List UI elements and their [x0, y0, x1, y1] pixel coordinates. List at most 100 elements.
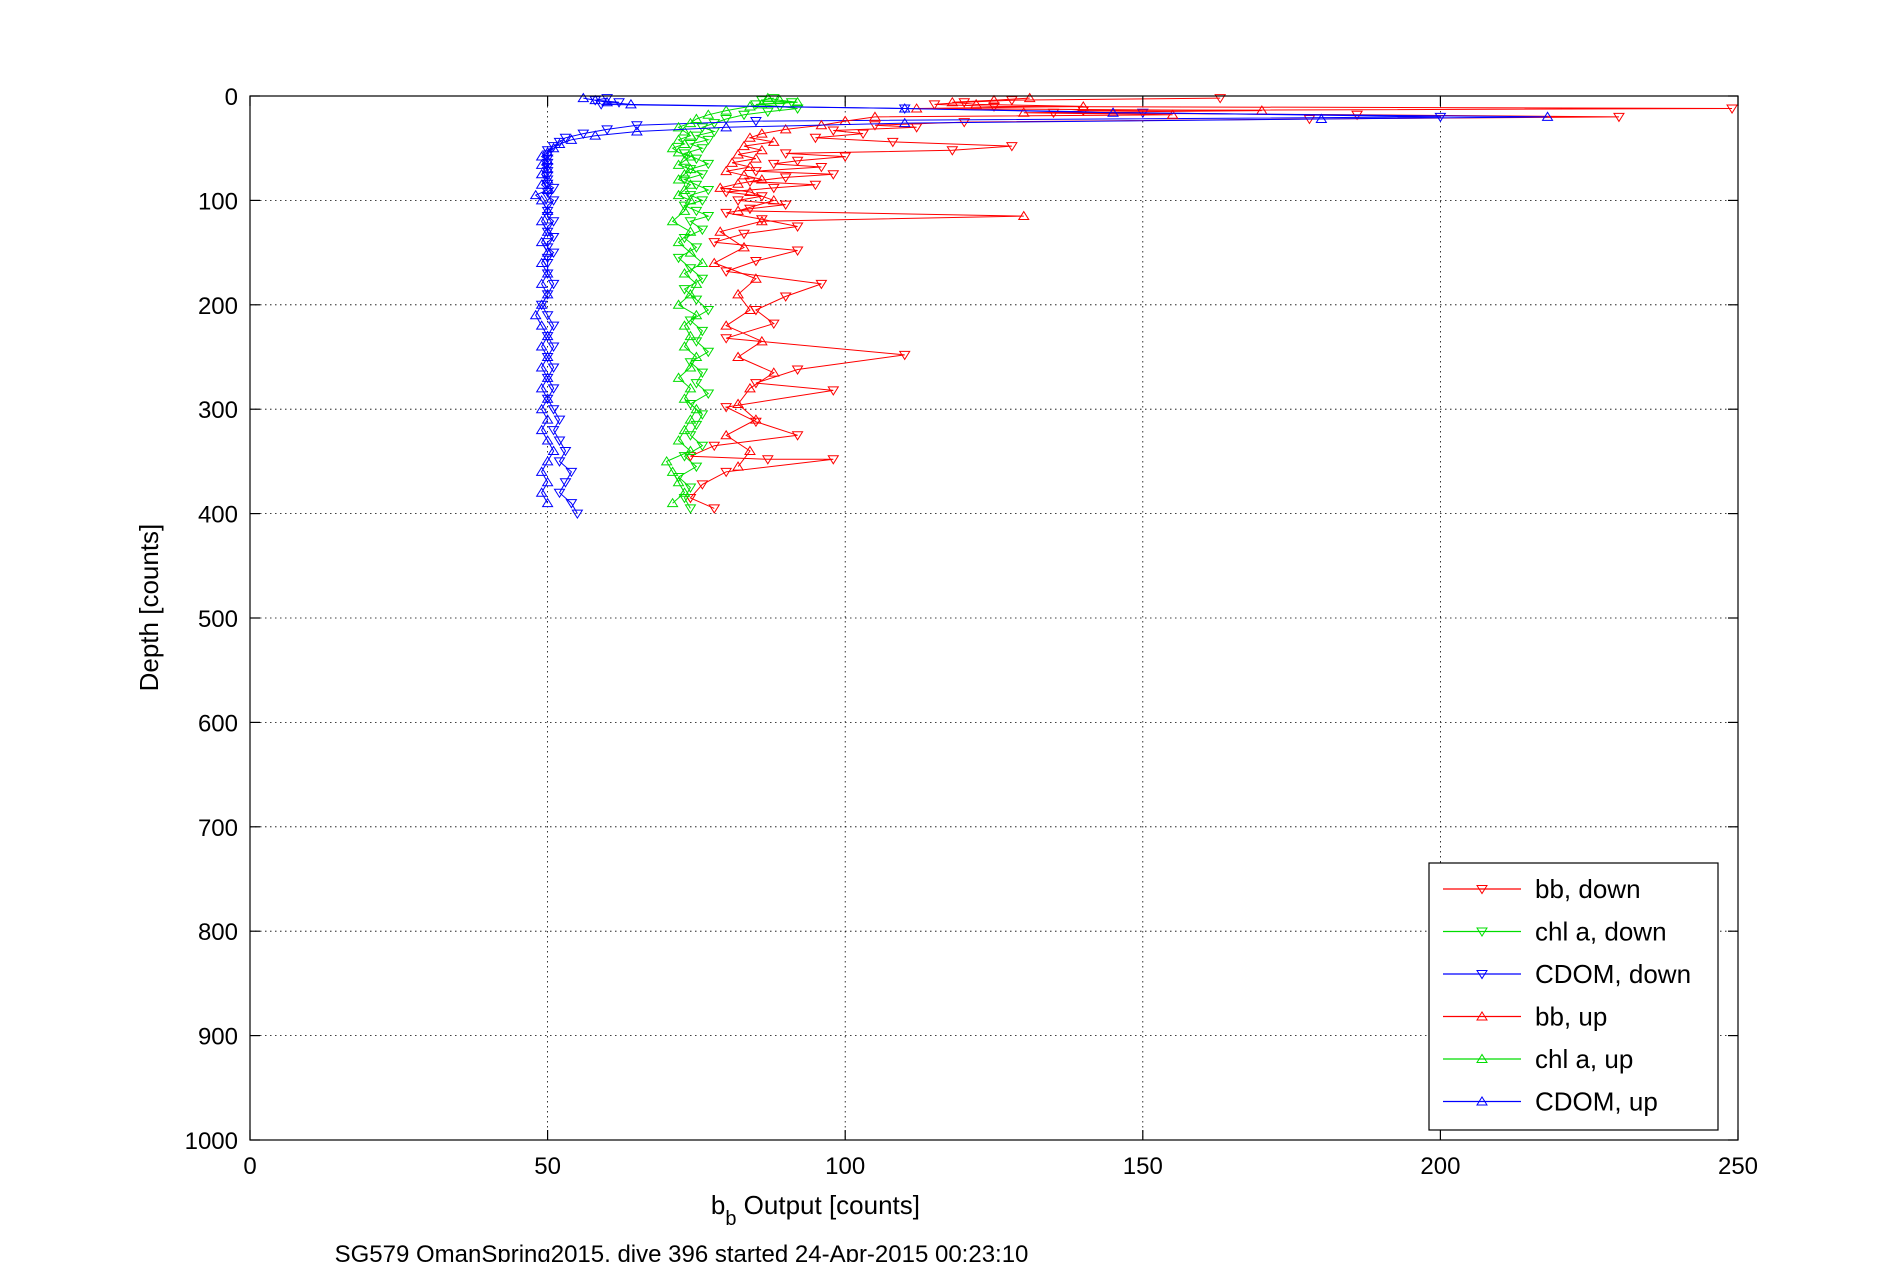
data-point	[779, 149, 792, 159]
series-layer	[529, 92, 1738, 520]
data-point	[672, 146, 685, 157]
data-point	[1166, 109, 1179, 119]
data-point	[690, 337, 703, 347]
data-point	[684, 163, 697, 174]
data-point	[690, 420, 703, 431]
data-point	[750, 379, 762, 389]
legend-item: CDOM, down	[1443, 959, 1691, 989]
data-point	[857, 129, 869, 140]
data-point	[690, 206, 703, 217]
data-point	[1613, 112, 1625, 123]
data-point	[541, 353, 554, 363]
x-tick-label: 100	[825, 1153, 865, 1180]
data-point	[1017, 107, 1030, 117]
data-point	[815, 279, 828, 290]
data-point	[988, 94, 1000, 105]
data-point	[744, 445, 756, 455]
legend-label: chl a, down	[1535, 917, 1667, 947]
data-point	[696, 441, 709, 452]
x-axis-label-subscript: b	[725, 1208, 736, 1230]
data-point	[720, 334, 733, 344]
data-point	[541, 253, 554, 264]
data-point	[553, 457, 566, 467]
data-point	[535, 382, 548, 393]
data-point	[708, 441, 721, 452]
data-point	[1077, 100, 1090, 111]
data-point	[684, 117, 697, 128]
data-point	[684, 445, 697, 455]
data-point	[547, 363, 560, 373]
data-point	[988, 102, 1000, 112]
data-point	[779, 200, 792, 211]
data-point	[678, 138, 691, 149]
data-point	[541, 227, 554, 238]
y-axis-label: Depth [counts]	[134, 524, 164, 692]
data-point	[553, 436, 566, 446]
data-point	[708, 238, 721, 248]
data-point	[678, 320, 691, 330]
y-tick-label: 700	[198, 815, 238, 842]
data-point	[726, 157, 739, 167]
data-point	[684, 247, 697, 257]
data-point	[630, 126, 643, 136]
x-axis-label-main: b	[711, 1190, 725, 1220]
data-point	[708, 119, 721, 129]
data-point	[744, 204, 756, 215]
data-point	[791, 222, 804, 232]
data-point	[541, 330, 554, 341]
data-point	[684, 504, 697, 514]
data-point	[541, 372, 554, 382]
data-point	[684, 483, 697, 493]
data-point	[750, 256, 762, 267]
data-point	[547, 279, 560, 290]
data-point	[755, 174, 768, 184]
data-point	[684, 330, 697, 341]
data-point	[702, 185, 715, 196]
data-point	[690, 403, 703, 414]
data-point	[738, 169, 750, 180]
data-point	[547, 384, 560, 394]
data-point	[535, 236, 548, 247]
data-point	[779, 173, 792, 183]
data-point	[839, 152, 852, 162]
data-point	[535, 159, 548, 169]
data-point	[678, 168, 691, 179]
data-point	[535, 179, 548, 189]
data-point	[732, 398, 744, 408]
legend-marker	[1476, 885, 1488, 895]
data-point	[827, 170, 840, 180]
y-tick-label: 200	[198, 293, 238, 320]
data-point	[672, 476, 685, 487]
data-point	[690, 243, 703, 253]
data-point	[827, 386, 840, 396]
data-point	[738, 140, 750, 151]
data-point	[1017, 210, 1030, 221]
data-point	[702, 159, 715, 170]
data-point	[1107, 107, 1119, 117]
data-point	[535, 194, 548, 205]
data-point	[565, 134, 578, 144]
data-point	[702, 212, 715, 222]
data-point	[910, 123, 923, 133]
data-point	[541, 163, 554, 174]
data-point	[750, 414, 762, 424]
data-point	[690, 379, 703, 389]
data-point	[541, 290, 554, 300]
data-point	[684, 130, 697, 140]
data-point	[684, 217, 697, 227]
data-point	[761, 107, 774, 118]
data-point	[684, 226, 697, 236]
figure-caption: SG579 OmanSpring2015, dive 396 started 2…	[335, 1241, 1029, 1262]
data-point	[898, 117, 911, 128]
data-point	[547, 405, 560, 415]
data-point	[529, 189, 542, 200]
data-point	[678, 155, 691, 165]
data-point	[678, 493, 691, 504]
data-point	[1541, 111, 1554, 121]
data-point	[541, 311, 554, 321]
data-point	[547, 196, 560, 206]
data-point	[559, 478, 572, 488]
data-point	[565, 499, 578, 509]
data-point	[750, 273, 762, 283]
data-point	[589, 94, 602, 105]
